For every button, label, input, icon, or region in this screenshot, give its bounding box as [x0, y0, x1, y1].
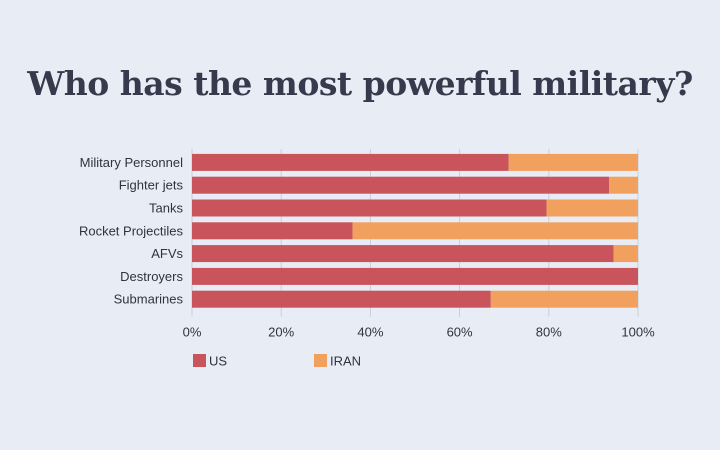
bar-us	[192, 199, 547, 217]
category-label: Destroyers	[120, 269, 183, 284]
x-tick-label: 40%	[357, 325, 383, 340]
legend: US IRAN	[193, 354, 361, 369]
bars	[192, 153, 638, 308]
legend-swatch-iran	[314, 354, 327, 367]
bar-us	[192, 267, 638, 285]
bar-iran	[508, 153, 638, 171]
category-label: Military Personnel	[80, 155, 183, 170]
x-tick-label: 80%	[536, 325, 562, 340]
category-label: Submarines	[114, 292, 184, 307]
bar-iran	[352, 222, 638, 240]
legend-swatch-us	[193, 354, 206, 367]
x-tick-label: 20%	[268, 325, 294, 340]
bar-iran	[609, 176, 638, 194]
category-label: Fighter jets	[119, 178, 184, 193]
x-tick-label: 100%	[621, 325, 655, 340]
chart-title: Who has the most powerful military?	[27, 64, 693, 103]
category-labels: Military Personnel Fighter jets Tanks Rocke…	[79, 155, 184, 307]
bar-us	[192, 222, 353, 240]
bar-us	[192, 153, 509, 171]
category-label: Tanks	[149, 201, 183, 216]
bar-us	[192, 245, 614, 263]
bar-iran	[613, 245, 638, 263]
bar-iran	[490, 290, 638, 308]
bar-us	[192, 290, 491, 308]
bar-iran	[546, 199, 638, 217]
x-tick-label: 60%	[447, 325, 473, 340]
x-tick-label: 0%	[183, 325, 202, 340]
legend-label-iran: IRAN	[330, 354, 361, 369]
x-axis-ticks: 0% 20% 40% 60% 80% 100%	[183, 325, 655, 340]
legend-label-us: US	[209, 354, 227, 369]
bar-us	[192, 176, 610, 194]
category-label: AFVs	[151, 246, 183, 261]
category-label: Rocket Projectiles	[79, 223, 184, 238]
